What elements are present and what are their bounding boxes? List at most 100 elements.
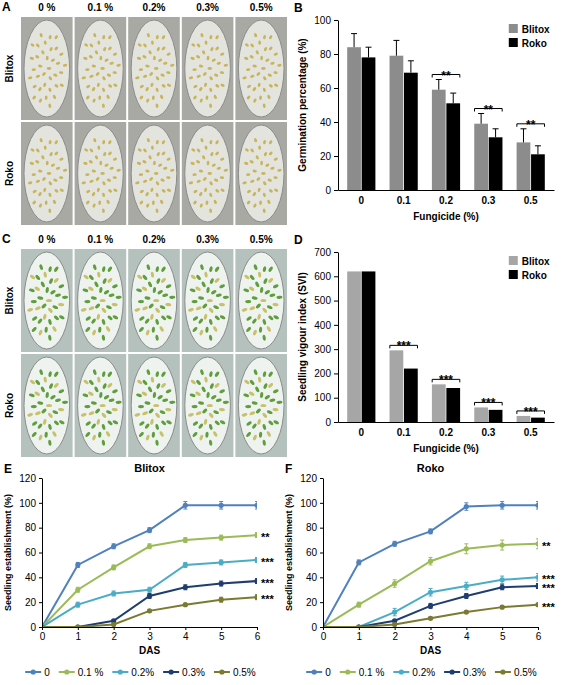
seedling — [138, 431, 144, 438]
seed — [249, 54, 254, 59]
axis-line — [323, 479, 324, 628]
series-line — [42, 581, 257, 627]
seed — [196, 179, 201, 183]
tick-mark — [334, 276, 338, 277]
annotation: *** — [542, 582, 556, 594]
seed — [213, 94, 218, 99]
seed — [249, 159, 254, 164]
marker — [464, 504, 469, 509]
marker — [147, 544, 152, 549]
seed — [92, 203, 96, 208]
tick: 80 — [306, 522, 323, 533]
seed — [88, 159, 93, 164]
seed — [192, 200, 197, 205]
seed — [261, 172, 265, 175]
tick: 20 — [306, 597, 323, 608]
axis: 0123456 — [321, 627, 542, 642]
seed — [196, 148, 201, 153]
marker — [392, 581, 397, 586]
seedling — [155, 440, 159, 446]
seedling — [213, 410, 220, 415]
seed — [158, 58, 163, 63]
seed — [204, 187, 208, 192]
seed — [209, 87, 213, 92]
seed — [209, 181, 214, 186]
seed — [156, 151, 160, 156]
petri-dish — [185, 357, 231, 454]
seedling — [203, 314, 208, 321]
tick-mark — [334, 373, 338, 374]
seed — [30, 43, 35, 48]
seed — [259, 200, 262, 205]
seedling — [35, 306, 42, 311]
error-bar — [493, 129, 499, 138]
tick-mark — [334, 252, 338, 253]
seedling — [162, 398, 169, 402]
seed — [155, 76, 160, 81]
seedling — [87, 286, 94, 292]
error-bar — [112, 544, 116, 549]
seed — [155, 192, 159, 197]
marker — [147, 593, 152, 598]
bar — [489, 137, 503, 190]
annotation: *** — [524, 405, 538, 419]
seed — [106, 94, 111, 99]
seed — [161, 35, 166, 40]
seedling — [243, 288, 250, 293]
tick: 80 — [320, 49, 338, 60]
seedling — [208, 424, 213, 431]
tick-label: 60 — [25, 547, 37, 558]
seed — [95, 176, 100, 181]
seed — [89, 74, 94, 78]
seedling — [27, 413, 34, 418]
seed — [155, 140, 159, 145]
seedling — [155, 424, 160, 431]
seedling — [58, 408, 64, 412]
axis-title: Fungicide (%) — [413, 443, 479, 454]
tick-label: 0.5 — [524, 427, 538, 438]
seed — [153, 56, 156, 61]
seed — [215, 188, 220, 193]
seedling — [82, 393, 89, 398]
tick-mark — [320, 478, 323, 479]
seed — [166, 157, 171, 161]
legend-label: 0.1 % — [78, 667, 104, 678]
seed — [199, 64, 204, 68]
seedling — [258, 376, 262, 382]
marker — [356, 624, 361, 627]
tick: 0.5 — [524, 195, 538, 206]
seed — [254, 138, 258, 143]
seedling — [262, 266, 266, 273]
seed — [201, 155, 206, 160]
seed — [259, 95, 262, 100]
error-bar — [500, 585, 504, 590]
seedling — [112, 419, 119, 425]
tick: 40 — [25, 572, 42, 583]
seed — [59, 176, 64, 179]
tick: 0.3 — [481, 195, 495, 206]
marker — [254, 503, 257, 508]
photo-background — [182, 354, 234, 457]
seedling — [96, 314, 101, 321]
seed — [192, 173, 197, 176]
bar-chart: B02040608010000.10.20.30.5Fungicide (%)G… — [294, 1, 555, 222]
seedling — [248, 286, 255, 292]
tick: 60 — [306, 547, 323, 558]
seedling — [272, 303, 278, 307]
seedling — [208, 412, 214, 419]
seed — [252, 192, 257, 197]
seedling — [160, 382, 167, 388]
seedling — [50, 394, 57, 400]
tick-label: 80 — [25, 522, 37, 533]
seedling — [138, 405, 144, 408]
seedling — [260, 299, 266, 302]
seedling — [53, 371, 59, 378]
tick-label: 60 — [306, 547, 318, 558]
seedling — [209, 383, 214, 390]
seedling — [257, 314, 262, 321]
seed — [255, 155, 260, 160]
seedling — [107, 277, 114, 283]
tick-mark — [320, 503, 323, 504]
tick: 0.2 — [439, 195, 453, 206]
petri-dish — [238, 125, 284, 222]
